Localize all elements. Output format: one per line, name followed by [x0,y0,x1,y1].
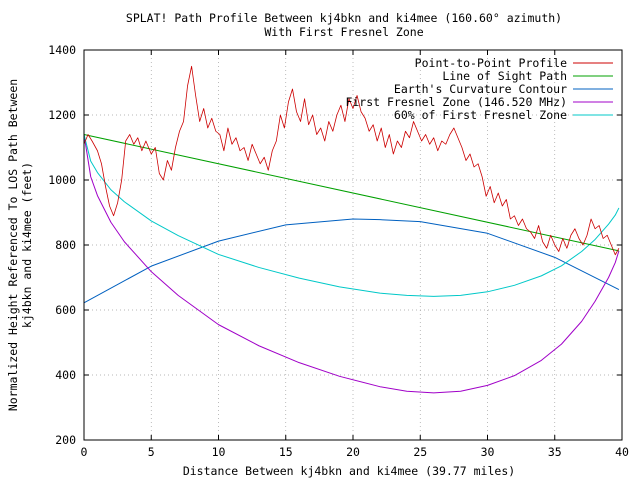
x-tick-label: 10 [212,445,226,459]
x-tick-label: 30 [481,445,495,459]
y-tick-label: 400 [55,368,76,382]
x-tick-label: 25 [413,445,427,459]
series-line-4 [83,134,620,297]
series-layer [83,65,620,394]
x-tick-label: 40 [615,445,629,459]
x-tick-label: 5 [148,445,155,459]
y-axis-label-line-2: kj4bkn and ki4mee (feet) [20,162,34,328]
y-tick-label: 1200 [48,108,76,122]
x-tick-label: 35 [548,445,562,459]
chart-title: SPLAT! Path Profile Between kj4bkn and k… [126,11,562,25]
grid-lines [84,50,622,440]
x-tick-label: 20 [346,445,360,459]
x-tick-label: 15 [279,445,293,459]
x-axis-label: Distance Between kj4bkn and ki4mee (39.7… [183,464,515,478]
x-tick-label: 0 [81,445,88,459]
plot-frame [83,49,623,441]
y-axis-label-line-1: Normalized Height Referenced To LOS Path… [6,79,20,411]
legend-label-2: Earth's Curvature Contour [394,82,567,96]
y-tick-label: 200 [55,433,76,447]
series-line-0 [83,65,620,256]
legend-label-1: Line of Sight Path [442,69,567,83]
series-line-2 [83,218,620,304]
y-tick-label: 600 [55,303,76,317]
legend-label-4: 60% of First Fresnel Zone [394,108,567,122]
legend-label-3: First Fresnel Zone (146.520 MHz) [345,95,567,109]
y-tick-label: 800 [55,238,76,252]
series-line-3 [83,134,620,394]
y-tick-label: 1000 [48,173,76,187]
y-tick-label: 1400 [48,43,76,57]
chart-subtitle: With First Fresnel Zone [264,25,423,39]
legend-label-0: Point-to-Point Profile [415,56,567,70]
